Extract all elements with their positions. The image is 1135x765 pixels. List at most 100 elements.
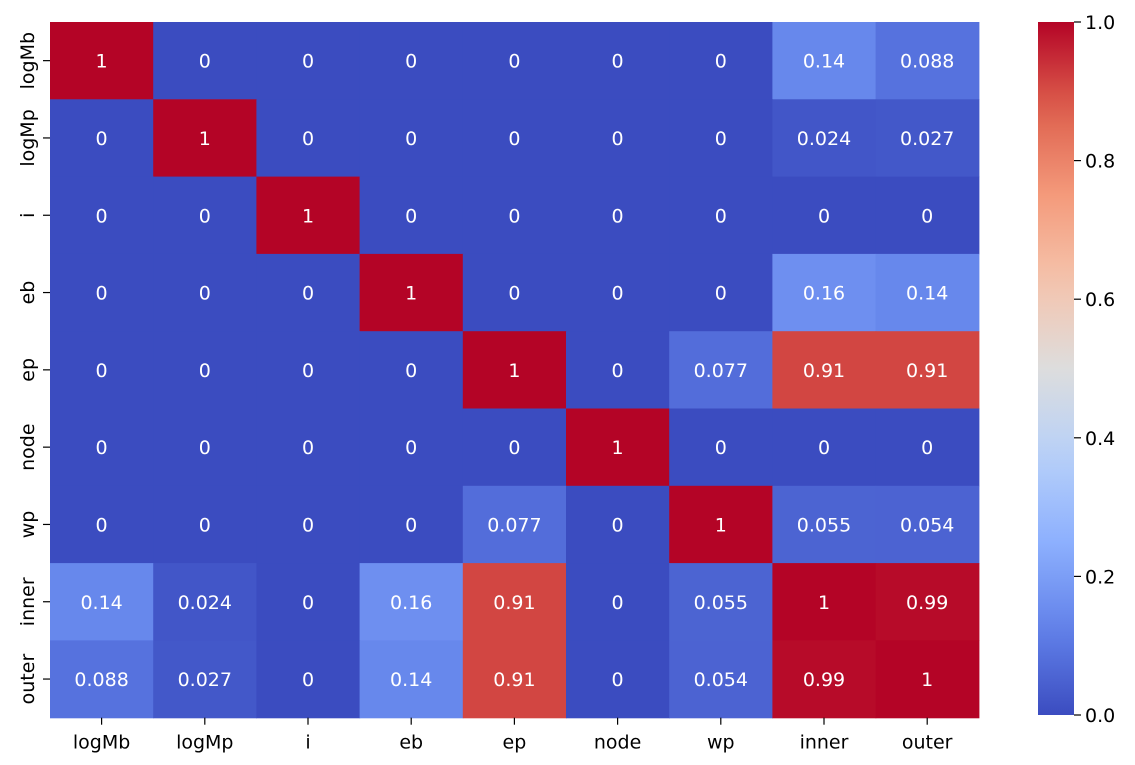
heatmap-cell (669, 485, 773, 564)
cell-value-label: 0 (715, 128, 727, 150)
x-tick-label: i (305, 732, 310, 754)
heatmap-cell (875, 640, 980, 719)
cell-value-label: 0 (199, 360, 211, 382)
cell-value-label: 1 (921, 669, 933, 691)
cell-value-label: 0.054 (694, 669, 748, 691)
heatmap-cell (50, 253, 154, 332)
heatmap-cell (462, 331, 567, 410)
heatmap-cell (153, 640, 257, 719)
cell-value-label: 0 (508, 437, 520, 459)
heatmap-cell (462, 99, 567, 178)
cell-value-label: 0 (612, 514, 624, 536)
colorbar-tick-label: 1.0 (1085, 12, 1115, 34)
cell-value-label: 0.14 (906, 283, 948, 305)
heatmap-cell (875, 485, 980, 564)
heatmap-cell (50, 408, 154, 487)
heatmap-cell (50, 99, 154, 178)
heatmap-cell (153, 563, 257, 641)
colorbar-tick-label: 0.2 (1085, 566, 1115, 588)
cell-value-label: 0 (612, 592, 624, 614)
cell-value-label: 0 (612, 128, 624, 150)
heatmap-cell (875, 99, 980, 178)
heatmap-cell (772, 408, 877, 487)
cell-value-label: 0.024 (178, 592, 232, 614)
cell-value-label: 0 (508, 51, 520, 73)
cell-value-label: 0.91 (493, 592, 535, 614)
heatmap-cell (566, 640, 670, 719)
heatmap-cell (875, 331, 980, 410)
heatmap-cell (462, 253, 567, 332)
heatmap-cell (875, 563, 980, 641)
heatmap-cell (256, 640, 361, 719)
cell-value-label: 0 (302, 437, 314, 459)
cell-value-label: 0 (302, 669, 314, 691)
cell-value-label: 1 (715, 514, 727, 536)
heatmap-cell (566, 253, 670, 332)
heatmap-cell (153, 99, 257, 178)
cell-value-label: 0.077 (694, 360, 748, 382)
heatmap-cell (50, 331, 154, 410)
x-tick-label: logMb (73, 732, 130, 754)
cell-value-label: 1 (612, 437, 624, 459)
y-tick-label: eb (17, 281, 39, 305)
cell-value-label: 1 (302, 205, 314, 227)
heatmap-cell (566, 331, 670, 410)
heatmap-cell (359, 99, 464, 178)
heatmap-cell (50, 176, 154, 255)
cell-value-label: 0.077 (487, 514, 541, 536)
cell-value-label: 0 (405, 514, 417, 536)
cell-value-label: 1 (405, 283, 417, 305)
heatmap-cell (256, 176, 361, 255)
heatmap-cell (359, 253, 464, 332)
heatmap-cell (359, 176, 464, 255)
cell-value-label: 0.088 (900, 51, 954, 73)
colorbar-tick-label: 0.6 (1085, 289, 1115, 311)
heatmap-cell (669, 99, 773, 178)
heatmap-cell (669, 563, 773, 641)
heatmap-cell (256, 253, 361, 332)
heatmap-cell (669, 176, 773, 255)
heatmap-cell (153, 253, 257, 332)
cell-value-label: 0.054 (900, 514, 954, 536)
cell-value-label: 0.055 (694, 592, 748, 614)
cell-value-label: 0.14 (80, 592, 122, 614)
cell-value-label: 0.088 (74, 669, 128, 691)
y-tick-label: logMb (17, 32, 39, 89)
heatmap-cell (566, 22, 670, 100)
cell-value-label: 0.027 (178, 669, 232, 691)
cell-value-label: 0 (612, 51, 624, 73)
cell-value-label: 0 (96, 514, 108, 536)
y-tick-label: logMp (17, 109, 39, 166)
heatmap-cell (256, 408, 361, 487)
cell-value-label: 0.16 (390, 592, 432, 614)
cell-value-label: 0 (508, 205, 520, 227)
heatmap-cell (153, 408, 257, 487)
colorbar-tick-label: 0.0 (1085, 705, 1115, 727)
heatmap-cell (566, 408, 670, 487)
cell-value-label: 1 (818, 592, 830, 614)
heatmap-cell (359, 331, 464, 410)
heatmap-cell (256, 22, 361, 100)
heatmap-cell (669, 331, 773, 410)
y-tick-label: node (17, 423, 39, 470)
x-tick-label: eb (399, 732, 423, 754)
heatmap-cell (153, 331, 257, 410)
heatmap-cell (462, 22, 567, 100)
heatmap-cell (359, 485, 464, 564)
cell-value-label: 0 (199, 437, 211, 459)
cell-value-label: 0 (921, 205, 933, 227)
cell-value-label: 1 (199, 128, 211, 150)
heatmap-cell (50, 640, 154, 719)
cell-value-label: 0 (612, 360, 624, 382)
cell-value-label: 0 (199, 283, 211, 305)
cell-value-label: 0.91 (906, 360, 948, 382)
heatmap-cell (669, 253, 773, 332)
cell-value-label: 0 (405, 437, 417, 459)
x-tick-label: ep (503, 732, 527, 754)
cell-value-label: 0.91 (803, 360, 845, 382)
cell-value-label: 0.99 (906, 592, 948, 614)
heatmap-cell (669, 640, 773, 719)
cell-value-label: 0 (199, 514, 211, 536)
cell-value-label: 0 (302, 592, 314, 614)
y-axis: logMb logMp i eb ep node wp inner outer (17, 32, 50, 704)
